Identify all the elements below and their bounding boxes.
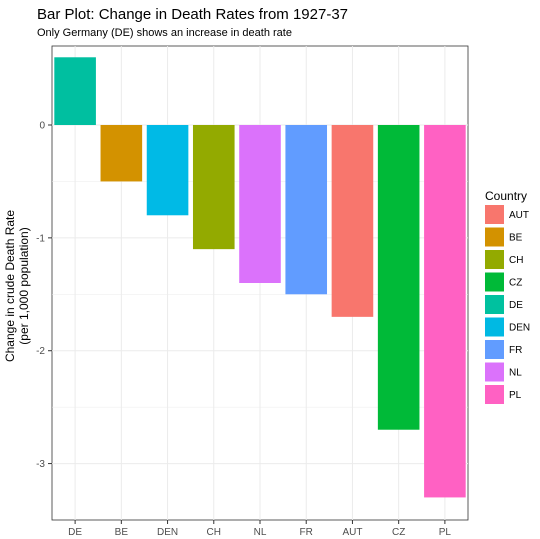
legend-label-nl: NL — [509, 368, 522, 379]
legend-title: Country — [485, 189, 527, 203]
bar-be — [100, 125, 143, 182]
y-axis-title-line-2: (per 1,000 population) — [17, 227, 31, 344]
y-tick-label: -1 — [36, 233, 45, 244]
chart-subtitle: Only Germany (DE) shows an increase in d… — [37, 27, 292, 39]
legend-label-cz: CZ — [509, 278, 522, 289]
legend-key-aut — [485, 205, 504, 224]
x-tick-label-den: DEN — [157, 527, 178, 538]
x-tick-label-nl: NL — [254, 527, 267, 538]
bar-nl — [239, 125, 281, 283]
bar-layer — [54, 57, 466, 498]
legend-key-de — [485, 295, 504, 314]
bar-aut — [331, 125, 374, 317]
legend-label-pl: PL — [509, 390, 522, 401]
bar-cz — [377, 125, 420, 430]
x-tick-label-de: DE — [68, 527, 82, 538]
bar-den — [146, 125, 189, 216]
legend-label-ch: CH — [509, 255, 523, 266]
legend-key-be — [485, 227, 504, 247]
x-tick-label-be: BE — [115, 527, 129, 538]
x-tick-label-cz: CZ — [392, 527, 405, 538]
bar-ch — [192, 125, 235, 250]
y-axis-title: Change in crude Death Rate (per 1,000 po… — [3, 210, 31, 362]
legend-label-aut: AUT — [509, 210, 529, 221]
y-tick-label: -2 — [36, 346, 45, 357]
y-tick-label: 0 — [39, 121, 45, 132]
x-tick-label-aut: AUT — [342, 527, 362, 538]
legend-label-den: DEN — [509, 323, 530, 334]
chart-title: Bar Plot: Change in Death Rates from 192… — [37, 6, 348, 23]
bar-de — [54, 57, 96, 125]
legend-label-be: BE — [509, 233, 523, 244]
y-axis-title-line-1: Change in crude Death Rate — [3, 210, 17, 362]
legend-key-ch — [485, 250, 504, 269]
y-tick-label: -3 — [36, 459, 45, 470]
legend-key-den — [485, 317, 504, 337]
x-tick-label-pl: PL — [439, 527, 452, 538]
bar-pl — [424, 125, 466, 498]
x-tick-label-ch: CH — [207, 527, 221, 538]
legend-label-fr: FR — [509, 345, 522, 356]
x-tick-label-fr: FR — [300, 527, 313, 538]
legend-key-cz — [485, 272, 504, 292]
legend-key-fr — [485, 340, 504, 359]
legend-label-de: DE — [509, 300, 523, 311]
bar-fr — [285, 125, 328, 295]
legend: Country AUT BE CH CZ DE DEN FR NL PL — [485, 189, 530, 404]
legend-key-pl — [485, 385, 504, 404]
axis-layer: 0 -1 -2 -3 DE BE DEN CH NL FR AUT CZ PL — [36, 121, 451, 539]
legend-key-nl — [485, 362, 504, 382]
